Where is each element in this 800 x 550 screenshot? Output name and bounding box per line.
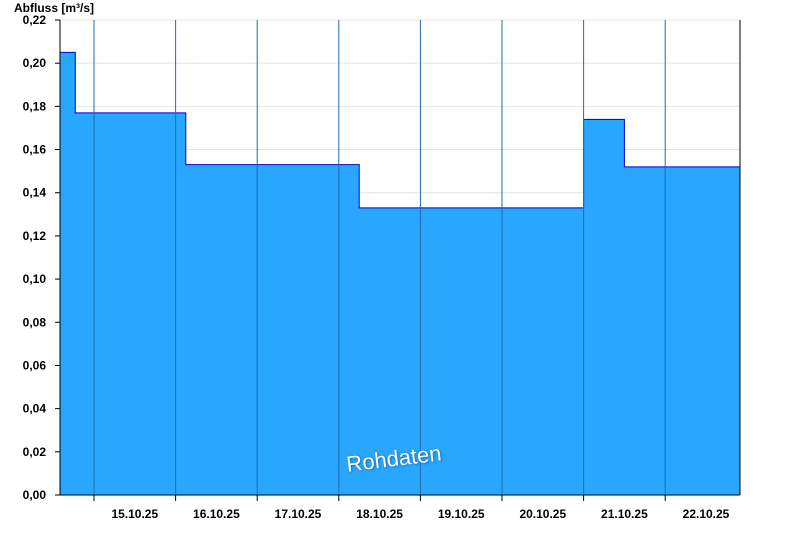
y-tick-label: 0,08 — [23, 315, 47, 329]
y-tick-label: 0,22 — [23, 13, 47, 27]
y-tick-label: 0,10 — [23, 272, 47, 286]
y-tick-label: 0,06 — [23, 358, 47, 372]
y-tick-label: 0,14 — [23, 186, 47, 200]
x-tick-label: 21.10.25 — [601, 507, 648, 521]
x-tick-label: 22.10.25 — [683, 507, 730, 521]
x-tick-label: 20.10.25 — [519, 507, 566, 521]
x-tick-label: 18.10.25 — [356, 507, 403, 521]
y-tick-label: 0,12 — [23, 229, 47, 243]
x-tick-label: 17.10.25 — [275, 507, 322, 521]
x-tick-label: 19.10.25 — [438, 507, 485, 521]
x-tick-label: 15.10.25 — [111, 507, 158, 521]
y-tick-label: 0,20 — [23, 56, 47, 70]
discharge-area — [60, 52, 740, 496]
y-tick-label: 0,16 — [23, 143, 47, 157]
y-tick-label: 0,04 — [23, 402, 47, 416]
x-tick-label: 16.10.25 — [193, 507, 240, 521]
y-axis-title: Abfluss [m³/s] — [14, 1, 95, 15]
y-tick-label: 0,18 — [23, 99, 47, 113]
y-tick-label: 0,00 — [23, 488, 47, 502]
y-tick-label: 0,02 — [23, 445, 47, 459]
